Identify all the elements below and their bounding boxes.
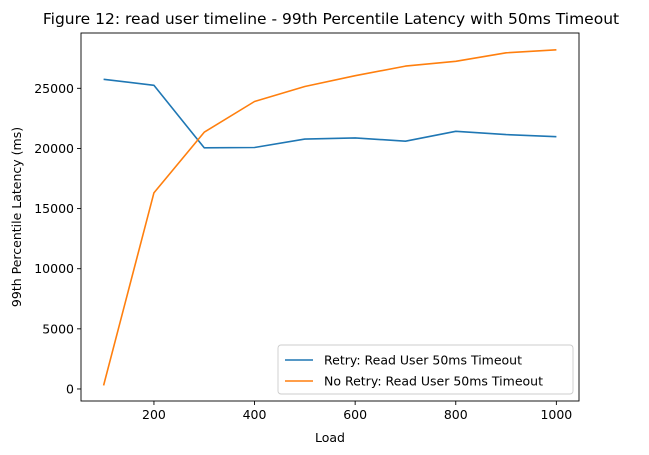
chart-title: Figure 12: read user timeline - 99th Per…	[43, 10, 619, 28]
y-axis-label: 99th Percentile Latency (ms)	[9, 127, 24, 307]
series-lines	[102, 49, 557, 386]
legend: Retry: Read User 50ms Timeout No Retry: R…	[277, 344, 574, 395]
plot-area: 200 400 600 800 1000 0 5000 10000 15000 20000 250…	[34, 32, 580, 422]
y-tick-label: 0	[66, 381, 74, 396]
y-tick-label: 25000	[34, 81, 74, 96]
y-tick-label: 15000	[34, 201, 74, 216]
legend-label-1: No Retry: Read User 50ms Timeout	[324, 374, 543, 389]
legend-box	[277, 344, 574, 395]
y-tick-label: 20000	[34, 141, 74, 156]
x-axis-label: Load	[315, 430, 345, 445]
x-tick-label: 600	[343, 407, 367, 422]
y-axis: 0 5000 10000 15000 20000 25000	[34, 81, 81, 396]
x-tick-label: 200	[142, 407, 166, 422]
series-line-0	[103, 78, 557, 149]
x-tick-label: 1000	[540, 407, 572, 422]
y-tick-label: 10000	[34, 261, 74, 276]
x-axis: 200 400 600 800 1000	[142, 401, 572, 422]
x-tick-label: 400	[243, 407, 267, 422]
x-tick-label: 800	[444, 407, 468, 422]
series-line-1	[102, 49, 557, 386]
y-tick-label: 5000	[42, 321, 74, 336]
legend-label-0: Retry: Read User 50ms Timeout	[324, 353, 522, 368]
plot-frame	[80, 32, 580, 402]
